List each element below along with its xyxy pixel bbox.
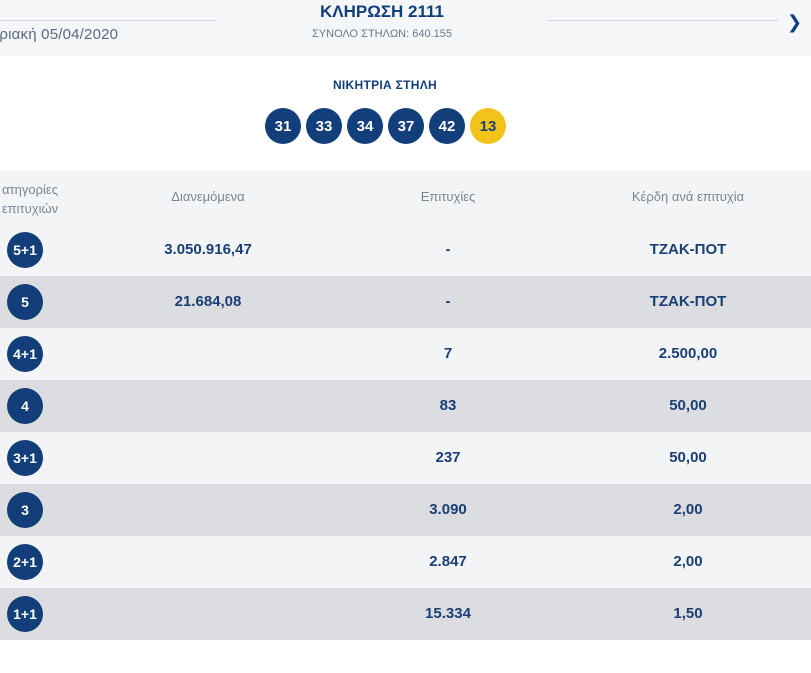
table-row: 4+1 7 2.500,00: [0, 328, 811, 380]
prize-per-success: 2.500,00: [658, 345, 718, 362]
category-badge: 4: [7, 388, 43, 424]
joker-number-ball: 13: [470, 108, 506, 144]
category-badge: 4+1: [7, 336, 43, 372]
draw-title: ΚΛΗΡΩΣΗ 2111: [319, 2, 444, 21]
table-row: 1+1 15.334 1,50: [0, 588, 811, 640]
winning-number-ball: 33: [306, 108, 342, 144]
prize-table: ατηγορίες επιτυχιών Διανεμόμενα Επιτυχίε…: [0, 170, 811, 640]
header-categories-line1: ατηγορίες: [2, 182, 58, 197]
header-categories: ατηγορίες επιτυχιών: [0, 180, 80, 218]
successes-count: 237: [435, 449, 461, 466]
prize-per-success: 50,00: [669, 397, 707, 414]
header-divider-left: [0, 20, 216, 21]
draw-header: υριακή 05/04/2020 ΚΛΗΡΩΣΗ 2111 ΣΥΝΟΛΟ ΣΤ…: [0, 0, 811, 56]
winning-number-ball: 31: [265, 108, 301, 144]
table-row: 3+1 237 50,00: [0, 432, 811, 484]
prize-per-success: 50,00: [669, 449, 707, 466]
winning-number-ball: 42: [429, 108, 465, 144]
header-categories-line2: επιτυχιών: [1, 201, 59, 216]
category-badge: 5: [7, 284, 43, 320]
chevron-right-icon[interactable]: ❯: [787, 12, 803, 32]
successes-count: 3.090: [429, 501, 467, 518]
header-divider-right: [548, 20, 778, 21]
successes-count: 15.334: [425, 605, 471, 622]
table-row: 5+1 3.050.916,47 - ΤΖΑΚ-ΠΟΤ: [0, 224, 811, 276]
table-row: 2+1 2.847 2,00: [0, 536, 811, 588]
category-badge: 3+1: [7, 440, 43, 476]
distributed-amount: 3.050.916,47: [164, 241, 252, 258]
winning-number-ball: 34: [347, 108, 383, 144]
table-row: 5 21.684,08 - ΤΖΑΚ-ΠΟΤ: [0, 276, 811, 328]
successes-count: -: [445, 241, 451, 258]
category-badge: 3: [7, 492, 43, 528]
category-badge: 2+1: [7, 544, 43, 580]
total-columns: ΣΥΝΟΛΟ ΣΤΗΛΩΝ: 640.155: [311, 28, 453, 40]
category-badge: 1+1: [7, 596, 43, 632]
prize-per-success: 1,50: [673, 605, 703, 622]
category-badge: 5+1: [7, 232, 43, 268]
header-distributed: Διανεμόμενα: [171, 189, 245, 204]
prize-per-success: 2,00: [673, 553, 703, 570]
successes-count: 7: [443, 345, 453, 362]
prize-table-header: ατηγορίες επιτυχιών Διανεμόμενα Επιτυχίε…: [0, 170, 811, 224]
winning-numbers: 31 33 34 37 42 13: [265, 108, 511, 144]
header-prize: Κέρδη ανά επιτυχία: [631, 189, 745, 204]
winning-column-label: ΝΙΚΗΤΡΙΑ ΣΤΗΛΗ: [332, 78, 438, 92]
draw-date: υριακή 05/04/2020: [0, 26, 119, 43]
successes-count: 83: [439, 397, 457, 414]
table-row: 3 3.090 2,00: [0, 484, 811, 536]
prize-per-success: ΤΖΑΚ-ΠΟΤ: [649, 241, 727, 258]
successes-count: 2.847: [429, 553, 467, 570]
header-successes: Επιτυχίες: [420, 189, 476, 204]
prize-per-success: 2,00: [673, 501, 703, 518]
distributed-amount: 21.684,08: [174, 293, 242, 310]
table-row: 4 83 50,00: [0, 380, 811, 432]
successes-count: -: [445, 293, 451, 310]
prize-per-success: ΤΖΑΚ-ΠΟΤ: [649, 293, 727, 310]
winning-number-ball: 37: [388, 108, 424, 144]
